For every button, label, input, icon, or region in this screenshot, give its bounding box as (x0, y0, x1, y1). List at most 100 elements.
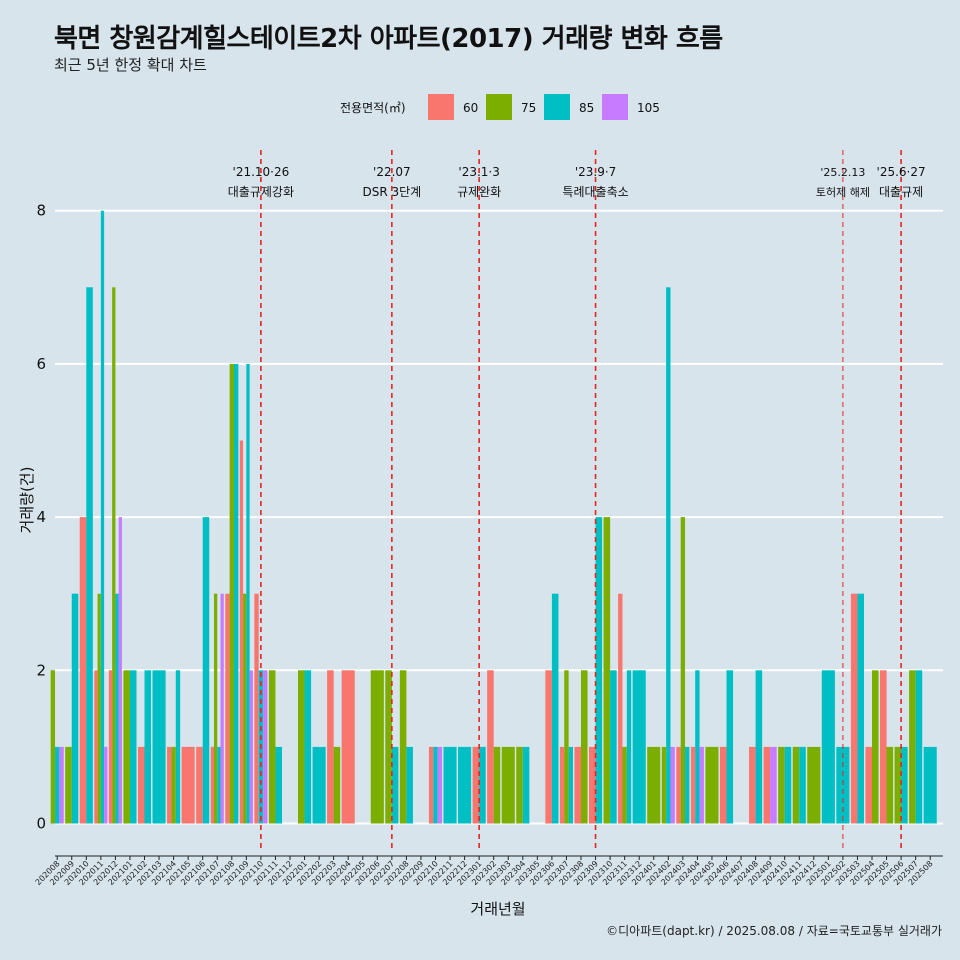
bar-202108-75 (229, 363, 234, 824)
bar-202402-105 (670, 746, 675, 824)
bar-202403-85 (685, 746, 690, 824)
bar-202210-105 (437, 746, 443, 824)
event-name-label: 특례대출축소 (562, 185, 628, 199)
y-tick-label: 8 (36, 202, 46, 220)
bar-202502-85 (836, 746, 850, 824)
bar-202011-105 (104, 746, 108, 824)
bar-202012-85 (115, 593, 119, 824)
bar-202404-85 (695, 670, 700, 824)
bar-202210-60 (428, 746, 434, 824)
bar-202308-75 (581, 670, 588, 824)
bar-202102-85 (144, 670, 152, 824)
bar-202306-60 (545, 670, 552, 824)
chart-subtitle: 최근 5년 한정 확대 차트 (54, 56, 207, 74)
bar-202307-75 (564, 670, 569, 824)
bar-202309-60 (589, 746, 596, 824)
bar-202402-75 (661, 746, 667, 824)
bar-202303-75 (501, 746, 515, 824)
bar-202109-105 (249, 670, 253, 824)
bar-202106-60 (196, 746, 203, 824)
bar-202012-75 (112, 287, 116, 824)
bar-202202-85 (312, 746, 326, 824)
bar-202404-105 (699, 746, 704, 824)
bar-202401-75 (647, 746, 661, 824)
event-date-label: '23.1·3 (458, 165, 499, 179)
bar-202008-105 (59, 746, 64, 824)
bar-202103-85 (152, 670, 166, 824)
bar-202311-75 (622, 746, 627, 824)
event-name-label: 대출규제강화 (228, 185, 294, 199)
bar-202312-85 (632, 670, 646, 824)
y-tick-label: 2 (36, 661, 46, 679)
legend-title: 전용면적(㎡) (340, 101, 406, 115)
bar-202301-60 (472, 746, 480, 824)
bar-202110-60 (254, 593, 259, 824)
bar-202311-85 (626, 670, 632, 824)
bar-202507-85 (915, 670, 923, 824)
bar-202503-85 (857, 593, 864, 824)
bar-202009-75 (65, 746, 72, 824)
event-name-label: 규제완화 (457, 185, 501, 199)
bar-202309-85 (595, 517, 603, 824)
bar-202403-60 (676, 746, 681, 824)
bar-202011-75 (97, 593, 101, 824)
bar-202010-60 (79, 517, 87, 824)
bar-202410-75 (778, 746, 785, 824)
bar-202411-85 (799, 746, 806, 824)
bar-202409-105 (770, 746, 777, 824)
bar-202310-75 (603, 517, 611, 824)
bar-202304-85 (522, 746, 530, 824)
event-name-label: DSR 3단계 (362, 185, 421, 199)
bar-202310-85 (610, 670, 617, 824)
bar-202307-60 (559, 746, 565, 824)
legend-swatch-75 (486, 94, 512, 120)
bar-202408-85 (755, 670, 763, 824)
bar-202101-75 (123, 670, 130, 824)
bar-202506-85 (901, 746, 908, 824)
legend-label-85: 85 (579, 101, 594, 115)
legend-swatch-60 (428, 94, 454, 120)
bar-202406-60 (719, 746, 727, 824)
y-axis-title: 거래량(건) (18, 467, 36, 534)
bar-202104-85 (175, 670, 181, 824)
bar-202212-85 (458, 746, 472, 824)
bar-202201-85 (304, 670, 312, 824)
event-date-label: '25.2.13 (820, 166, 865, 179)
event-date-label: '23.9·7 (575, 165, 616, 179)
bar-202109-75 (243, 593, 247, 824)
y-tick-label: 6 (36, 355, 46, 373)
bar-202207-75 (385, 670, 392, 824)
legend-swatch-105 (602, 94, 628, 120)
bar-202306-85 (551, 593, 559, 824)
bar-202506-75 (894, 746, 902, 824)
bar-202402-85 (666, 287, 671, 824)
source-caption: ©디아파트(dapt.kr) / 2025.08.08 / 자료=국토교통부 실… (606, 924, 942, 938)
bar-202405-75 (705, 746, 719, 824)
bar-202211-85 (443, 746, 457, 824)
bar-202307-85 (568, 746, 573, 824)
bar-202207-85 (391, 746, 399, 824)
bar-202111-75 (268, 670, 276, 824)
bar-202208-75 (399, 670, 407, 824)
bar-202302-60 (487, 670, 494, 824)
bar-202105-60 (181, 746, 195, 824)
bar-202008-85 (55, 746, 60, 824)
legend-label-60: 60 (463, 101, 478, 115)
bar-202508-85 (923, 746, 937, 824)
bar-202304-75 (516, 746, 523, 824)
bar-202107-60 (210, 746, 214, 824)
bar-202308-60 (574, 746, 581, 824)
legend-label-105: 105 (637, 101, 660, 115)
bar-202301-85 (479, 746, 486, 824)
bar-202104-75 (171, 746, 176, 824)
bar-202010-85 (86, 287, 93, 824)
bar-202107-75 (213, 593, 218, 824)
bar-202110-105 (263, 670, 268, 824)
bar-202104-60 (167, 746, 172, 824)
event-date-label: '25.6·27 (877, 165, 926, 179)
y-tick-label: 0 (36, 815, 46, 833)
bar-202302-75 (493, 746, 501, 824)
bar-202504-75 (872, 670, 879, 824)
bar-202507-75 (909, 670, 916, 824)
